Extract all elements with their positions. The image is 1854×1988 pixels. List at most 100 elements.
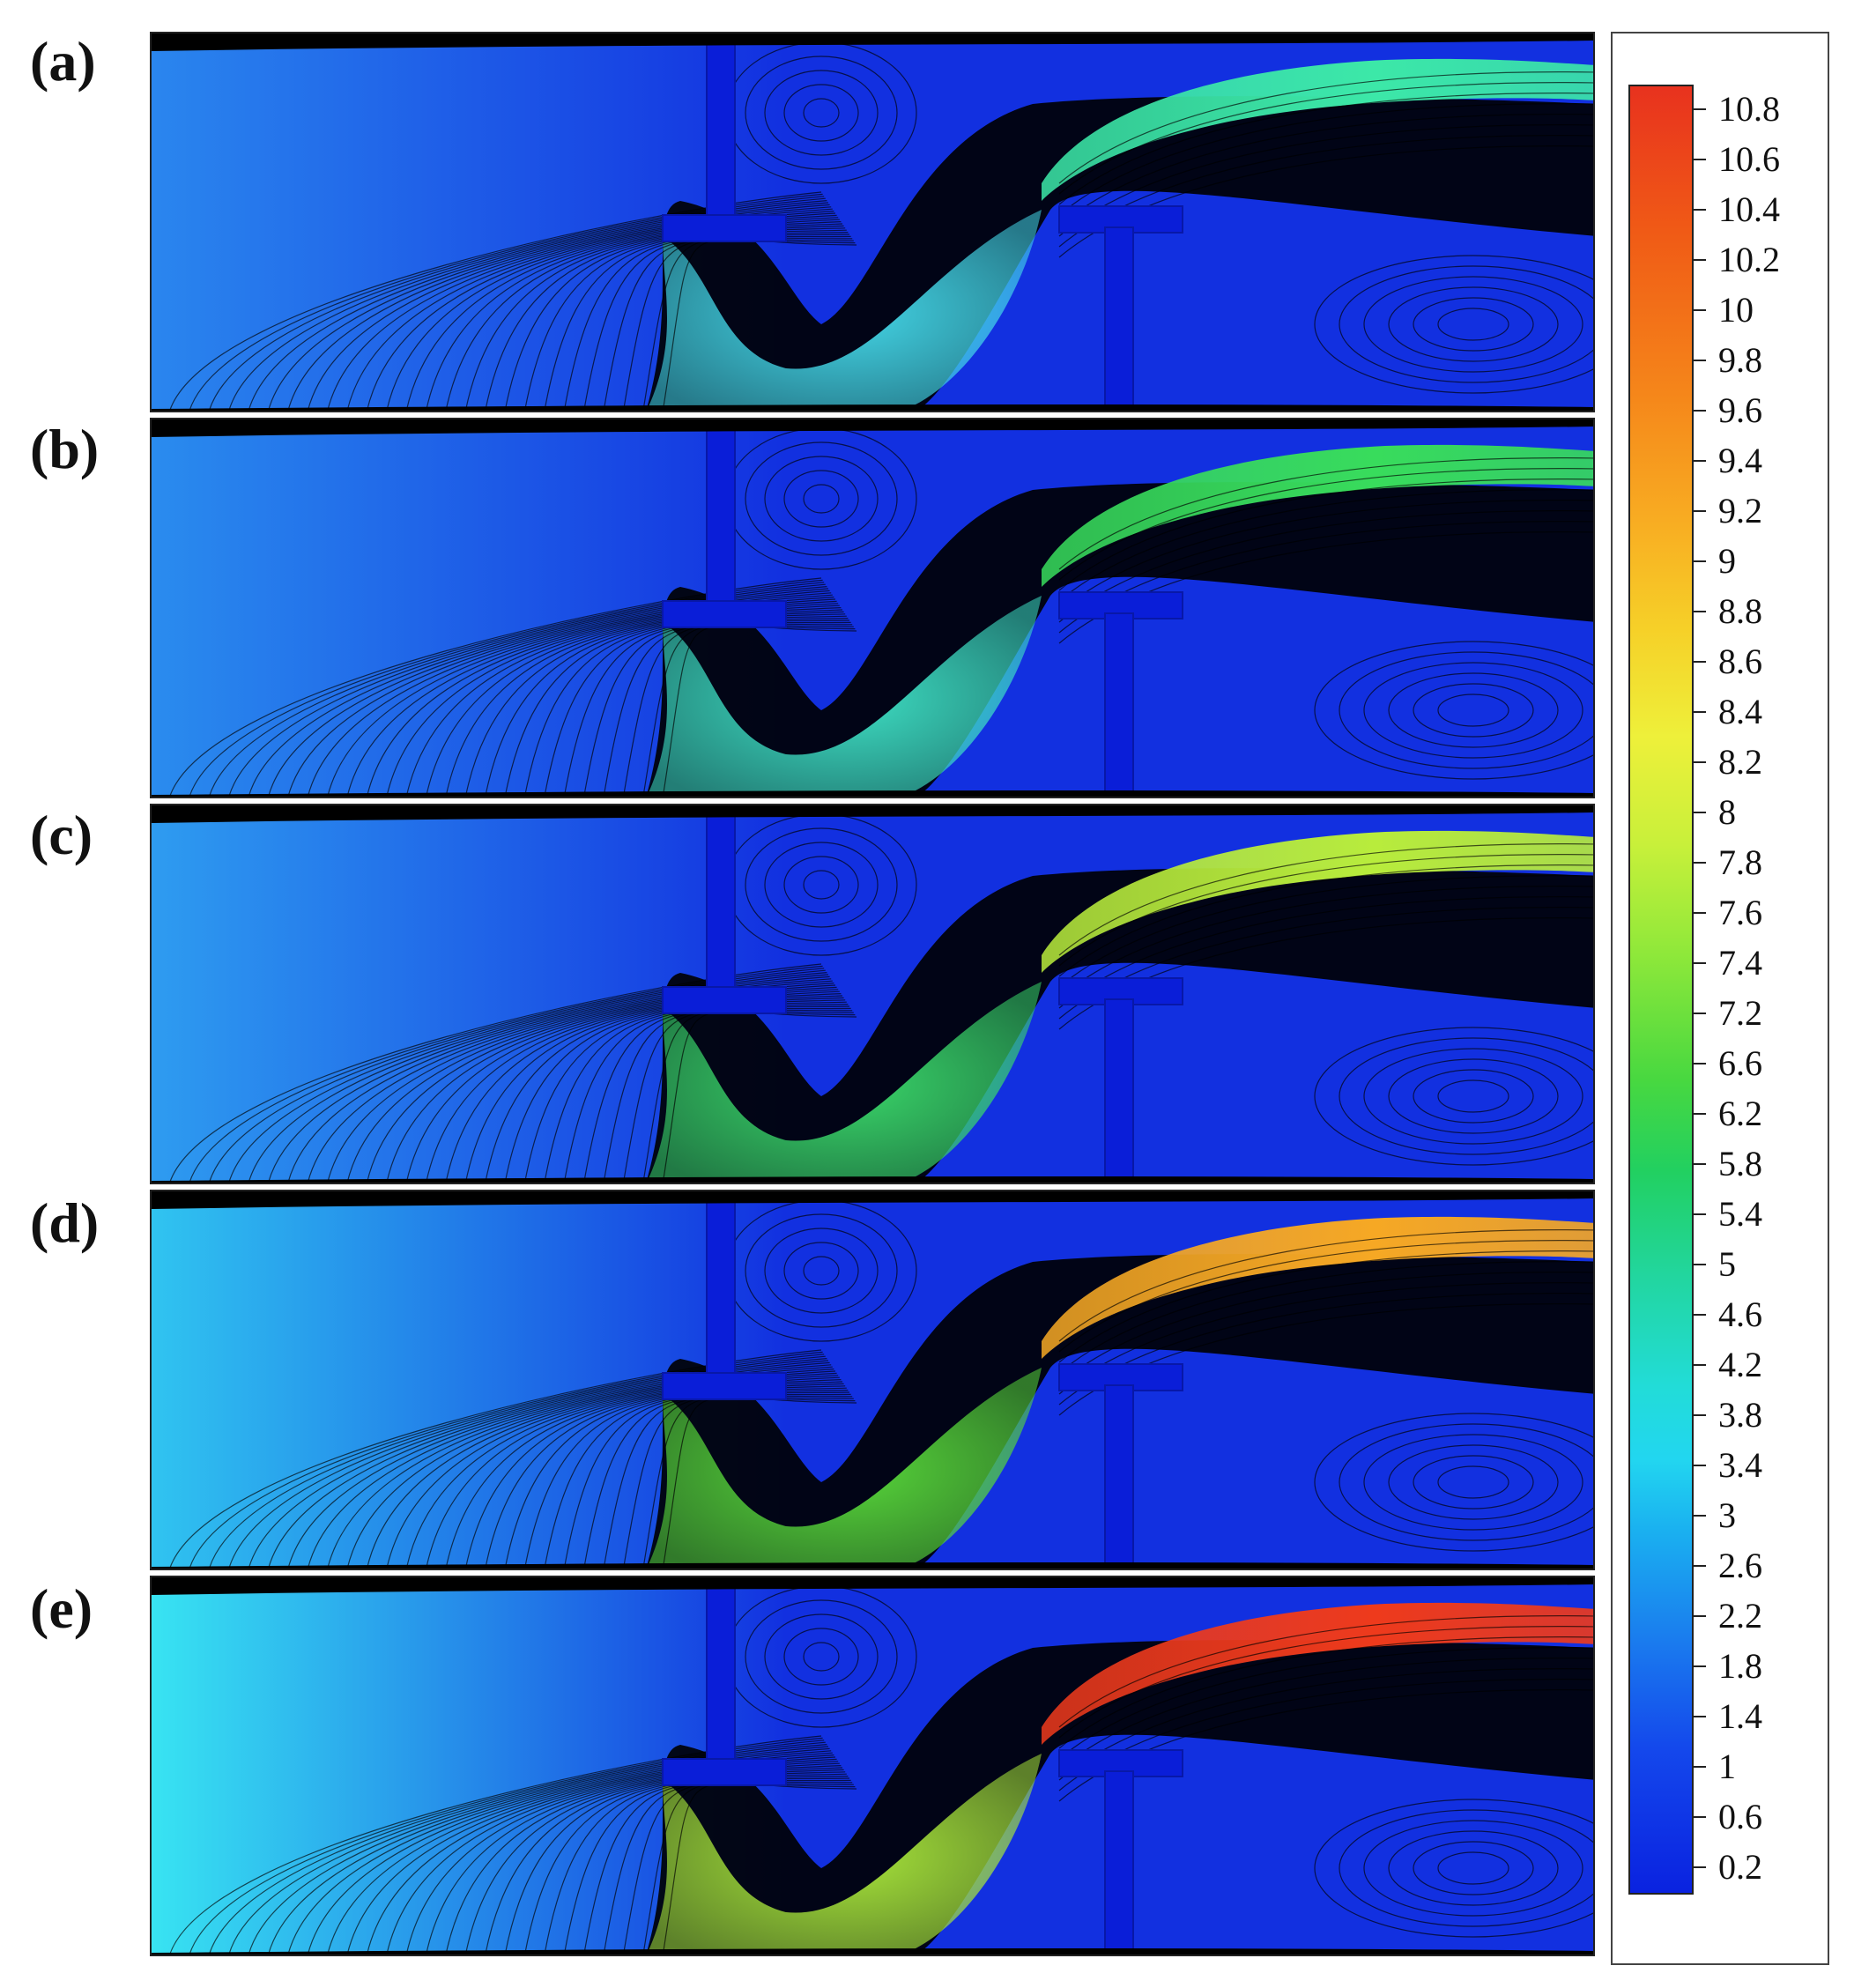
colorbar-tick bbox=[1694, 1414, 1706, 1416]
colorbar-tick bbox=[1694, 1364, 1706, 1366]
upper-blade-shape bbox=[662, 1191, 787, 1400]
colorbar-gradient bbox=[1628, 85, 1694, 1895]
colorbar-label: 4.2 bbox=[1718, 1345, 1762, 1384]
colorbar-label: 10.4 bbox=[1718, 189, 1780, 229]
colorbar-label: 9.8 bbox=[1718, 340, 1762, 380]
channel-walls bbox=[152, 419, 1593, 797]
colorbar-tick bbox=[1694, 159, 1706, 160]
colorbar-tick bbox=[1694, 962, 1706, 964]
colorbar-tick bbox=[1694, 108, 1706, 110]
colorbar-tick bbox=[1694, 1615, 1706, 1617]
upper-blade-shape bbox=[662, 419, 787, 628]
colorbar-label: 2.6 bbox=[1718, 1546, 1762, 1585]
contour-plot bbox=[152, 805, 1593, 1183]
colorbar-tick bbox=[1694, 1213, 1706, 1215]
colorbar-tick bbox=[1694, 410, 1706, 412]
colorbar-label: 10.2 bbox=[1718, 240, 1780, 279]
passage-flow-region bbox=[646, 982, 1042, 1183]
colorbar-label: 10.6 bbox=[1718, 139, 1780, 179]
colorbar-label: 4.6 bbox=[1718, 1294, 1762, 1334]
passage-flow-region bbox=[646, 210, 1042, 411]
colorbar-tick bbox=[1694, 1716, 1706, 1717]
lower-blade-shape bbox=[1058, 591, 1183, 797]
colorbar-tick bbox=[1694, 1314, 1706, 1316]
lower-blade-shape bbox=[1058, 1363, 1183, 1569]
panel-label: (a) bbox=[30, 30, 96, 93]
colorbar-label: 3.4 bbox=[1718, 1445, 1762, 1485]
passage-flow-region bbox=[646, 1754, 1042, 1955]
colorbar-tick bbox=[1694, 812, 1706, 813]
panel-label: (d) bbox=[30, 1191, 100, 1254]
colorbar-label: 8.8 bbox=[1718, 591, 1762, 631]
colorbar-label: 9.2 bbox=[1718, 491, 1762, 530]
colorbar-label: 6.6 bbox=[1718, 1043, 1762, 1083]
contour-plot bbox=[152, 1191, 1593, 1569]
colorbar-label: 5.8 bbox=[1718, 1144, 1762, 1183]
colorbar-label: 7.6 bbox=[1718, 893, 1762, 932]
jet-region bbox=[1042, 1602, 1593, 1745]
colorbar-tick bbox=[1694, 611, 1706, 612]
contour-plot bbox=[152, 419, 1593, 797]
colorbar-tick bbox=[1694, 1063, 1706, 1064]
upper-blade-shape bbox=[662, 33, 787, 242]
colorbar-tick bbox=[1694, 711, 1706, 713]
colorbar-tick bbox=[1694, 1515, 1706, 1517]
colorbar-tick bbox=[1694, 1163, 1706, 1165]
colorbar-label: 10.8 bbox=[1718, 89, 1780, 129]
contour-panel bbox=[150, 32, 1595, 412]
colorbar-label: 10 bbox=[1718, 290, 1754, 330]
colorbar-label: 9.6 bbox=[1718, 390, 1762, 430]
colorbar-tick bbox=[1694, 259, 1706, 261]
contour-plot bbox=[152, 1577, 1593, 1955]
colorbar-tick bbox=[1694, 1465, 1706, 1466]
colorbar-label: 1 bbox=[1718, 1747, 1736, 1786]
colorbar-tick bbox=[1694, 209, 1706, 211]
channel-walls bbox=[152, 1577, 1593, 1955]
jet-region bbox=[1042, 1216, 1593, 1359]
contour-panel bbox=[150, 418, 1595, 798]
colorbar-label: 9 bbox=[1718, 541, 1736, 581]
colorbar-tick bbox=[1694, 661, 1706, 663]
passage-flow-region bbox=[646, 596, 1042, 797]
colorbar-tick bbox=[1694, 560, 1706, 562]
colorbar-label: 2.2 bbox=[1718, 1596, 1762, 1636]
colorbar-label: 5.4 bbox=[1718, 1194, 1762, 1234]
contour-panel bbox=[150, 804, 1595, 1184]
colorbar-tick bbox=[1694, 1665, 1706, 1667]
colorbar-label: 5 bbox=[1718, 1244, 1736, 1284]
colorbar-tick bbox=[1694, 460, 1706, 462]
colorbar-tick bbox=[1694, 1766, 1706, 1768]
colorbar-tick bbox=[1694, 510, 1706, 512]
upper-blade-shape bbox=[662, 1577, 787, 1786]
colorbar-label: 9.4 bbox=[1718, 441, 1762, 480]
colorbar-label: 0.2 bbox=[1718, 1847, 1762, 1887]
colorbar-label: 8.4 bbox=[1718, 692, 1762, 731]
lower-blade-shape bbox=[1058, 1749, 1183, 1955]
channel-walls bbox=[152, 33, 1593, 411]
colorbar-tick bbox=[1694, 1013, 1706, 1014]
lower-blade-shape bbox=[1058, 205, 1183, 411]
panel-label: (b) bbox=[30, 418, 100, 480]
colorbar-label: 6.2 bbox=[1718, 1094, 1762, 1133]
upper-blade-shape bbox=[662, 805, 787, 1014]
colorbar-tick bbox=[1694, 1113, 1706, 1115]
colorbar-tick bbox=[1694, 309, 1706, 311]
colorbar-label: 7.2 bbox=[1718, 993, 1762, 1033]
colorbar-label: 3 bbox=[1718, 1495, 1736, 1535]
colorbar-label: 8 bbox=[1718, 792, 1736, 832]
contour-plot bbox=[152, 33, 1593, 411]
colorbar-label: 8.2 bbox=[1718, 742, 1762, 782]
colorbar-label: 0.6 bbox=[1718, 1797, 1762, 1836]
colorbar-tick bbox=[1694, 862, 1706, 864]
colorbar-tick bbox=[1694, 761, 1706, 763]
colorbar-tick bbox=[1694, 1264, 1706, 1265]
colorbar-tick bbox=[1694, 1866, 1706, 1868]
panel-label: (e) bbox=[30, 1577, 93, 1640]
colorbar-tick bbox=[1694, 1565, 1706, 1567]
passage-flow-region bbox=[646, 1368, 1042, 1569]
panel-label: (c) bbox=[30, 804, 93, 866]
colorbar-label: 7.8 bbox=[1718, 842, 1762, 882]
colorbar-label: 1.4 bbox=[1718, 1696, 1762, 1736]
colorbar-tick bbox=[1694, 360, 1706, 361]
contour-panel bbox=[150, 1576, 1595, 1956]
